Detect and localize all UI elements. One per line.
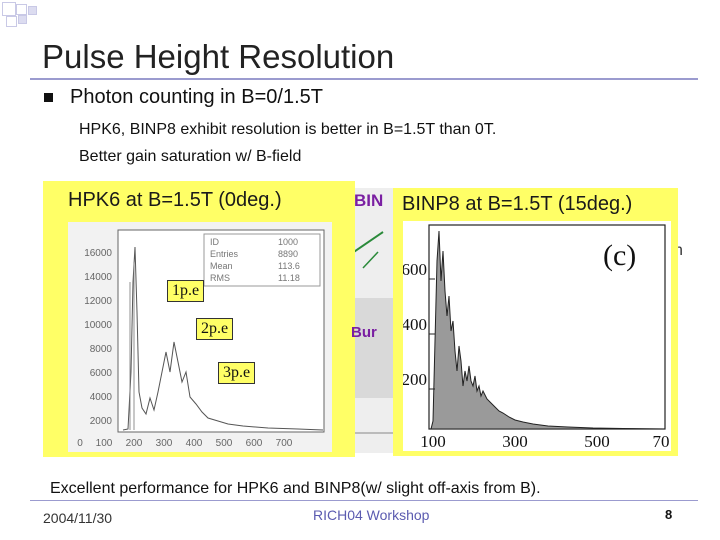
stats-key: Mean [210,261,233,271]
slide-date: 2004/11/30 [43,510,113,526]
x-tick-label: 200 [126,438,143,449]
x-tick-label: 600 [246,438,263,449]
x-tick-label: 500 [216,438,233,449]
binp8-histogram: 600 400 200 100 300 500 70 (c) [402,221,671,451]
slide-title: Pulse Height Resolution [42,38,395,75]
bullet-square-icon [44,93,53,102]
decorative-square [6,16,17,27]
obscured-text: n [674,242,683,259]
obscured-label: Bur [351,324,377,341]
stats-key: Entries [210,249,239,259]
x-tick-label: 300 [502,432,528,451]
y-tick-label: 4000 [90,392,113,403]
y-tick-label: 12000 [84,296,112,307]
y-tick-label: 10000 [84,320,112,331]
peak-label-1pe: 1p.e [167,280,205,302]
decorative-square [28,6,37,15]
y-tick-label: 200 [403,370,427,389]
x-tick-label: 300 [156,438,173,449]
main-bullet: Photon counting in B=0/1.5T [70,86,323,108]
peak-label-2pe: 2p.e [196,318,234,340]
stats-key: ID [210,237,220,247]
hpk6-panel-title: HPK6 at B=1.5T (0deg.) [68,189,282,211]
y-tick-label: 14000 [84,272,112,283]
stats-value: 11.18 [278,273,300,283]
footer-divider [30,500,698,501]
y-tick-label: 16000 [84,248,112,259]
x-tick-label: 700 [276,438,293,449]
decorative-square [2,2,16,16]
y-tick-label: 6000 [90,368,113,379]
y-tick-label: 2000 [90,416,113,427]
obscured-label: BIN [354,191,384,210]
y-tick-label: 8000 [90,344,113,355]
sub-point: HPK6, BINP8 exhibit resolution is better… [79,121,497,138]
page-number: 8 [665,507,673,522]
stats-value: 113.6 [278,261,300,271]
x-tick-label: 70 [653,432,670,451]
binp8-panel: BINP8 at B=1.5T (15deg.) 600 400 200 100… [393,188,678,456]
y-tick-label: 600 [403,260,427,279]
stats-value: 8890 [278,249,298,259]
binp8-panel-title: BINP8 at B=1.5T (15deg.) [402,193,633,215]
decorative-square [18,15,27,24]
decorative-square [16,4,27,15]
stats-key: RMS [210,273,230,283]
x-tick-label: 100 [420,432,446,451]
y-tick-label: 400 [403,315,427,334]
sub-point: Better gain saturation w/ B-field [79,148,302,165]
x-tick-label: 400 [186,438,203,449]
footer-note: Excellent performance for HPK6 and BINP8… [50,480,541,497]
x-tick-label: 0 [77,438,83,449]
workshop-name: RICH04 Workshop [313,507,430,523]
peak-label-3pe: 3p.e [218,362,256,384]
stats-value: 1000 [278,237,298,247]
x-tick-label: 100 [96,438,113,449]
title-divider [30,78,698,80]
panel-letter: (c) [603,239,636,272]
x-tick-label: 500 [584,432,610,451]
